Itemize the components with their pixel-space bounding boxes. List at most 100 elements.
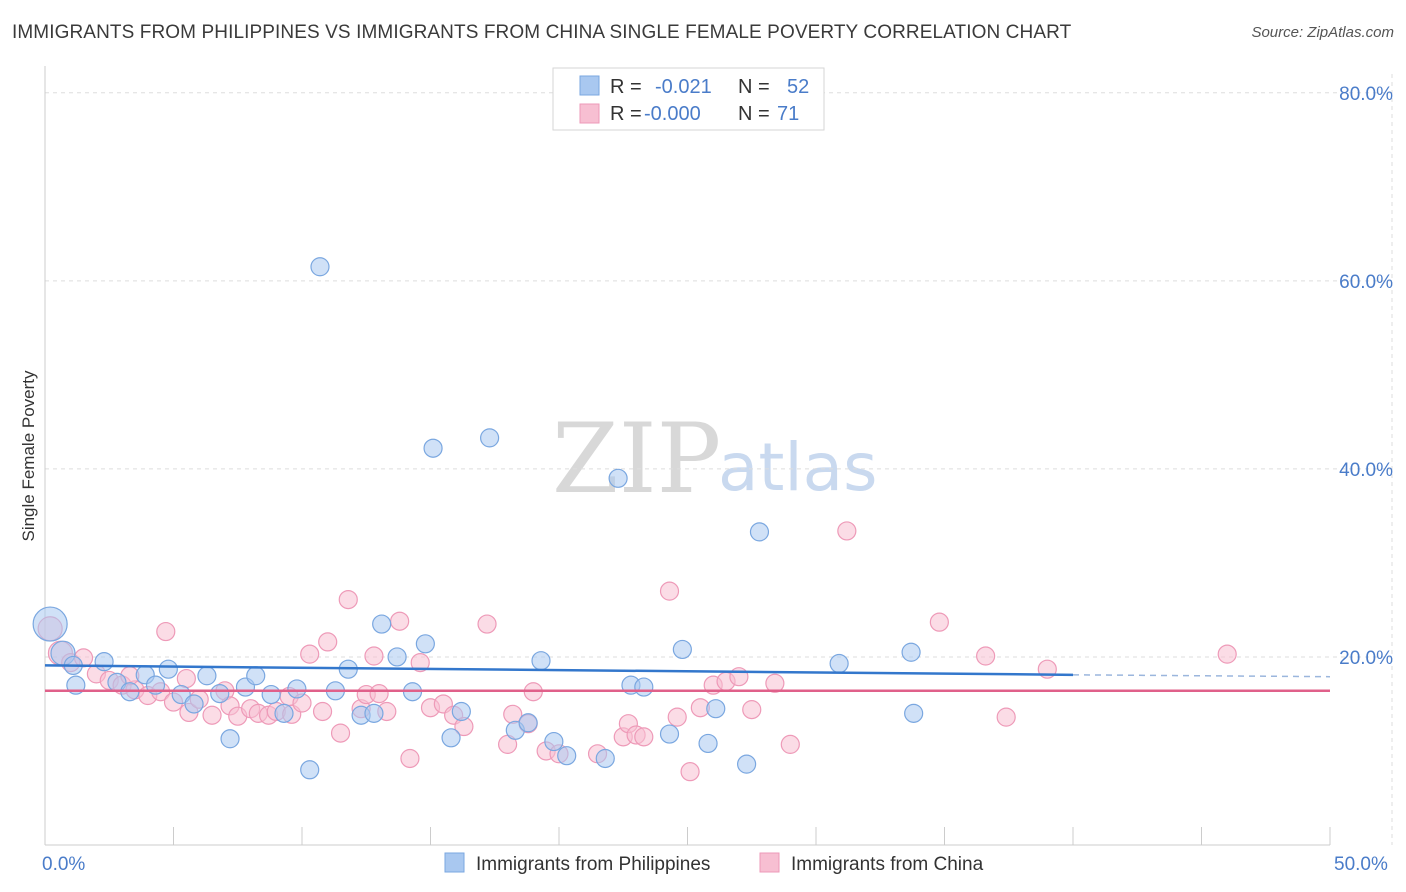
china-point bbox=[156, 621, 176, 642]
grid-lines bbox=[45, 74, 1393, 845]
legend-n-value-philippines: 52 bbox=[787, 76, 809, 98]
y-tick-label: 40.0% bbox=[1339, 460, 1393, 481]
china-point bbox=[929, 612, 949, 632]
philippines-point bbox=[32, 606, 68, 642]
philippines-point bbox=[246, 666, 266, 686]
trend-lines bbox=[44, 664, 1331, 693]
china-point bbox=[369, 684, 389, 704]
series-china-points bbox=[37, 521, 1237, 782]
y-tick-label: 20.0% bbox=[1339, 648, 1393, 669]
china-point bbox=[477, 614, 497, 634]
china-point bbox=[976, 646, 996, 666]
philippines-point bbox=[261, 684, 281, 705]
philippines-point bbox=[387, 647, 407, 667]
philippines-point bbox=[287, 679, 307, 699]
philippines-point bbox=[372, 614, 392, 634]
china-point bbox=[780, 734, 800, 754]
legend-n-label-philippines: N = bbox=[738, 76, 770, 98]
china-point bbox=[176, 668, 196, 689]
china-point bbox=[312, 701, 333, 722]
china-point bbox=[634, 727, 654, 747]
philippines-point bbox=[557, 746, 577, 766]
watermark-zip: ZIP bbox=[552, 403, 721, 515]
series-philippines-points bbox=[32, 257, 924, 780]
philippines-point bbox=[158, 659, 178, 679]
philippines-point bbox=[698, 733, 718, 754]
legend-r-value-philippines: -0.021 bbox=[655, 76, 712, 98]
philippines-point bbox=[300, 760, 320, 780]
philippines-point bbox=[210, 684, 230, 704]
philippines-point bbox=[518, 713, 538, 733]
watermark: ZIP atlas bbox=[552, 403, 878, 515]
watermark-atlas: atlas bbox=[718, 429, 878, 506]
china-point bbox=[364, 646, 384, 666]
bottom-legend-swatch-china bbox=[759, 852, 780, 873]
philippines-point bbox=[749, 522, 770, 542]
china-point bbox=[837, 521, 857, 541]
y-tick-label: 60.0% bbox=[1339, 272, 1393, 293]
china-point bbox=[742, 700, 762, 720]
philippines-point bbox=[706, 699, 726, 719]
philippines-point bbox=[441, 728, 461, 748]
bottom-legend: Immigrants from Philippines Immigrants f… bbox=[444, 852, 984, 875]
philippines-point bbox=[672, 639, 692, 660]
y-tick-labels: 20.0% 40.0% 60.0% 80.0% bbox=[1339, 84, 1393, 669]
philippines-point bbox=[415, 634, 435, 654]
x-ticks bbox=[44, 827, 1331, 845]
philippines-trend-extension bbox=[1072, 674, 1331, 678]
x-tick-label-max: 50.0% bbox=[1334, 854, 1388, 875]
china-point bbox=[338, 589, 358, 610]
china-point bbox=[667, 707, 687, 727]
china-point bbox=[996, 707, 1016, 727]
x-tick-label-min: 0.0% bbox=[42, 854, 85, 875]
legend-r-label-china: R = bbox=[610, 103, 642, 125]
philippines-point bbox=[904, 703, 924, 723]
philippines-point bbox=[451, 701, 471, 722]
y-axis-label: Single Female Poverty bbox=[19, 370, 38, 542]
philippines-point bbox=[531, 651, 551, 671]
chart-title: IMMIGRANTS FROM PHILIPPINES VS IMMIGRANT… bbox=[12, 22, 1072, 43]
philippines-point bbox=[829, 653, 849, 674]
philippines-point bbox=[608, 468, 628, 488]
philippines-point bbox=[737, 754, 757, 774]
china-point bbox=[765, 673, 785, 693]
source-credit: Source: ZipAtlas.com bbox=[1251, 24, 1394, 41]
philippines-point bbox=[595, 748, 615, 769]
china-point bbox=[680, 762, 700, 782]
legend-box: R = -0.021 N = 52 R = -0.000 N = 71 bbox=[552, 67, 825, 131]
philippines-point bbox=[310, 257, 330, 277]
y-tick-label: 80.0% bbox=[1339, 84, 1393, 105]
china-point bbox=[410, 652, 430, 673]
philippines-point bbox=[364, 703, 384, 723]
philippines-point bbox=[274, 703, 294, 723]
china-point bbox=[202, 705, 222, 725]
philippines-point bbox=[197, 666, 217, 686]
china-point bbox=[1217, 644, 1237, 664]
china-point bbox=[330, 723, 351, 743]
philippines-point bbox=[634, 677, 654, 697]
bottom-legend-label-philippines: Immigrants from Philippines bbox=[476, 854, 710, 875]
legend-swatch-philippines bbox=[579, 75, 600, 96]
china-point bbox=[390, 611, 410, 631]
philippines-point bbox=[544, 731, 564, 752]
philippines-point bbox=[94, 652, 114, 672]
legend-r-label-philippines: R = bbox=[610, 76, 642, 98]
bottom-legend-label-china: Immigrants from China bbox=[791, 854, 984, 875]
legend-r-value-china: -0.000 bbox=[644, 103, 701, 125]
legend-n-value-china: 71 bbox=[777, 103, 799, 125]
legend-swatch-china bbox=[579, 103, 600, 124]
china-point bbox=[318, 632, 338, 652]
philippines-point bbox=[220, 729, 240, 749]
legend-n-label-china: N = bbox=[738, 103, 770, 125]
china-point bbox=[729, 667, 749, 687]
philippines-point bbox=[423, 438, 443, 458]
philippines-point bbox=[480, 428, 500, 448]
bottom-legend-swatch-philippines bbox=[444, 852, 465, 873]
philippines-point bbox=[184, 694, 204, 714]
philippines-point bbox=[659, 724, 680, 744]
china-point bbox=[300, 644, 320, 664]
china-point bbox=[400, 748, 420, 769]
china-point bbox=[659, 581, 680, 601]
philippines-point bbox=[901, 642, 921, 662]
